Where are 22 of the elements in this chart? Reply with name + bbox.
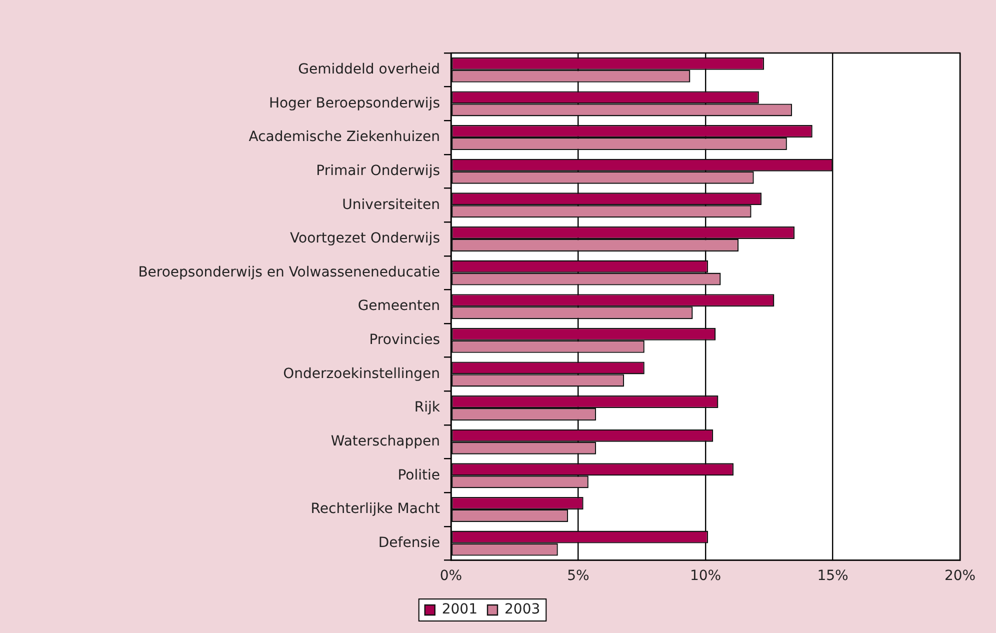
y-tick-label: Voortgezet Onderwijs	[290, 230, 440, 247]
y-tick-label: Politie	[398, 467, 440, 484]
x-tick-label: 20%	[944, 568, 976, 584]
y-tick-label: Universiteiten	[342, 196, 440, 213]
y-tick-label: Primair Onderwijs	[316, 162, 440, 179]
y-tick-label: Gemeenten	[358, 298, 440, 314]
y-tick-label: Provincies	[369, 332, 440, 348]
x-tick-label: 15%	[817, 568, 848, 584]
y-tick-label: Waterschappen	[330, 433, 440, 450]
y-tick-label: Hoger Beroepsonderwijs	[268, 95, 440, 112]
x-tick-label: 10%	[690, 568, 722, 584]
y-tick-label: Onderzoekinstellingen	[283, 366, 440, 382]
legend-label: 2001	[442, 602, 478, 618]
y-tick-label: Rechterlijke Macht	[310, 501, 441, 518]
y-tick-label: Rijk	[414, 400, 441, 416]
y-tick-label: Beroepsonderwijs en Volwasseneneducatie	[138, 264, 440, 280]
x-tick-label: 5%	[567, 568, 590, 584]
legend-label: 2003	[504, 602, 540, 618]
y-tick-label: Defensie	[378, 534, 440, 551]
y-tick-label: Academische Ziekenhuizen	[248, 129, 440, 146]
x-tick-label: 0%	[440, 568, 462, 584]
y-tick-label: Gemiddeld overheid	[298, 62, 440, 78]
